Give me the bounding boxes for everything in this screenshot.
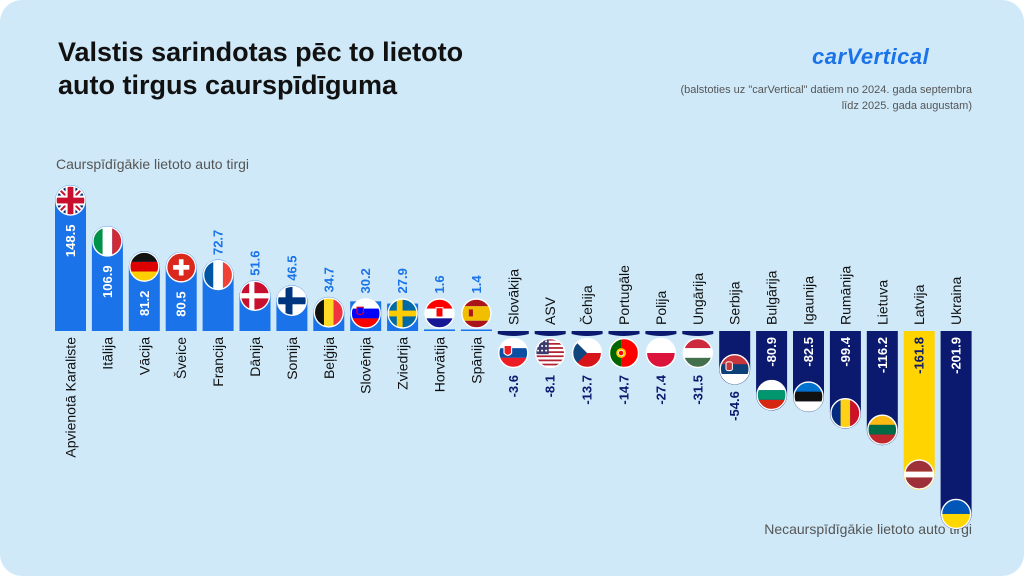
hu-flag-icon	[682, 337, 713, 369]
value-label: -201.9	[949, 337, 964, 374]
fi-flag-icon	[276, 285, 308, 316]
bar	[460, 329, 492, 331]
de-flag-icon	[129, 251, 160, 282]
category-label: Polija	[653, 291, 669, 325]
value-label: -27.4	[653, 374, 668, 404]
cz-flag-icon	[571, 337, 603, 369]
chart-title: Valstis sarindotas pēc to lietoto auto t…	[58, 37, 464, 100]
es-flag-icon	[461, 298, 492, 329]
value-label: 106.9	[100, 265, 115, 298]
category-label: Serbija	[727, 281, 743, 325]
value-label: 51.6	[248, 250, 263, 275]
value-label: -8.1	[543, 375, 558, 397]
value-label: 148.5	[63, 225, 78, 258]
category-label: Igaunija	[801, 276, 817, 325]
value-label: -3.6	[506, 375, 521, 397]
it-flag-icon	[92, 226, 123, 257]
bottom-annotation: Necaurspīdīgākie lietoto auto tirgi	[764, 521, 972, 537]
top-annotation: Caurspīdīgākie lietoto auto tirgi	[56, 156, 249, 172]
bar	[534, 331, 566, 336]
value-label: -31.5	[690, 375, 705, 405]
value-label: 27.9	[395, 268, 410, 293]
category-label: Apvienotā Karaliste	[63, 337, 79, 458]
value-label: -54.6	[727, 391, 742, 421]
value-label: 80.5	[174, 291, 189, 316]
pt-flag-icon	[608, 337, 640, 369]
category-label: Itālija	[99, 337, 115, 370]
us-flag-icon	[535, 337, 566, 369]
category-label: Spānija	[468, 337, 484, 384]
category-label: Ukraina	[948, 277, 964, 325]
value-label: -82.5	[801, 337, 816, 367]
value-label: 46.5	[284, 255, 299, 280]
category-label: Čehija	[579, 285, 595, 325]
bg-flag-icon	[756, 379, 787, 411]
se-flag-icon	[387, 298, 418, 329]
value-label: 1.4	[469, 275, 484, 294]
bar	[608, 331, 640, 336]
sk-flag-icon	[498, 337, 529, 369]
value-label: -99.4	[838, 336, 853, 366]
bar	[497, 331, 529, 336]
lt-flag-icon	[867, 414, 898, 445]
category-label: Šveice	[173, 337, 189, 379]
hr-flag-icon	[424, 298, 455, 329]
si-flag-icon	[350, 298, 381, 329]
category-label: Horvātija	[432, 337, 448, 392]
rs-flag-icon	[719, 353, 750, 385]
category-label: Vācija	[136, 337, 152, 375]
value-label: -116.2	[875, 337, 890, 373]
bar	[645, 331, 677, 336]
be-flag-icon	[313, 297, 344, 328]
brand-logo: carVertical	[812, 44, 930, 69]
ro-flag-icon	[830, 398, 861, 429]
value-label: 1.6	[432, 275, 447, 293]
data-source-note: (balstoties uz "carVertical" datiem no 2…	[680, 84, 972, 112]
value-label: 30.2	[358, 268, 373, 293]
category-label: Somija	[284, 337, 300, 380]
category-label: Dānija	[247, 337, 263, 377]
category-label: Slovākija	[505, 269, 521, 325]
bar	[424, 329, 455, 331]
fr-flag-icon	[202, 259, 234, 291]
value-label: -80.9	[764, 337, 779, 367]
value-label: 81.2	[137, 291, 152, 316]
ch-flag-icon	[165, 252, 197, 283]
category-label: Francija	[210, 337, 226, 387]
category-label: Beļģija	[321, 337, 337, 379]
lv-flag-icon	[904, 459, 935, 490]
bar	[55, 185, 86, 331]
category-label: ASV	[542, 296, 558, 325]
value-label: 34.7	[321, 267, 336, 292]
bar	[940, 331, 972, 530]
category-label: Lietuva	[874, 280, 890, 325]
category-label: Ungārija	[690, 273, 706, 325]
pl-flag-icon	[645, 337, 677, 369]
bar	[903, 331, 935, 491]
bar	[682, 331, 714, 336]
category-label: Slovēnija	[358, 337, 374, 394]
dk-flag-icon	[239, 280, 271, 311]
category-label: Latvija	[911, 284, 927, 325]
category-label: Rumānija	[837, 266, 853, 325]
value-label: -14.7	[617, 375, 632, 405]
category-label: Bulgārija	[764, 270, 780, 325]
category-label: Zviedrija	[395, 337, 411, 390]
ua-flag-icon	[940, 498, 972, 530]
value-label: -161.8	[912, 337, 927, 374]
bar	[571, 331, 603, 336]
gb-flag-icon	[55, 185, 86, 216]
value-label: 72.7	[211, 230, 226, 255]
category-label: Portugāle	[616, 265, 632, 325]
ee-flag-icon	[793, 381, 824, 412]
value-label: -13.7	[580, 375, 595, 405]
